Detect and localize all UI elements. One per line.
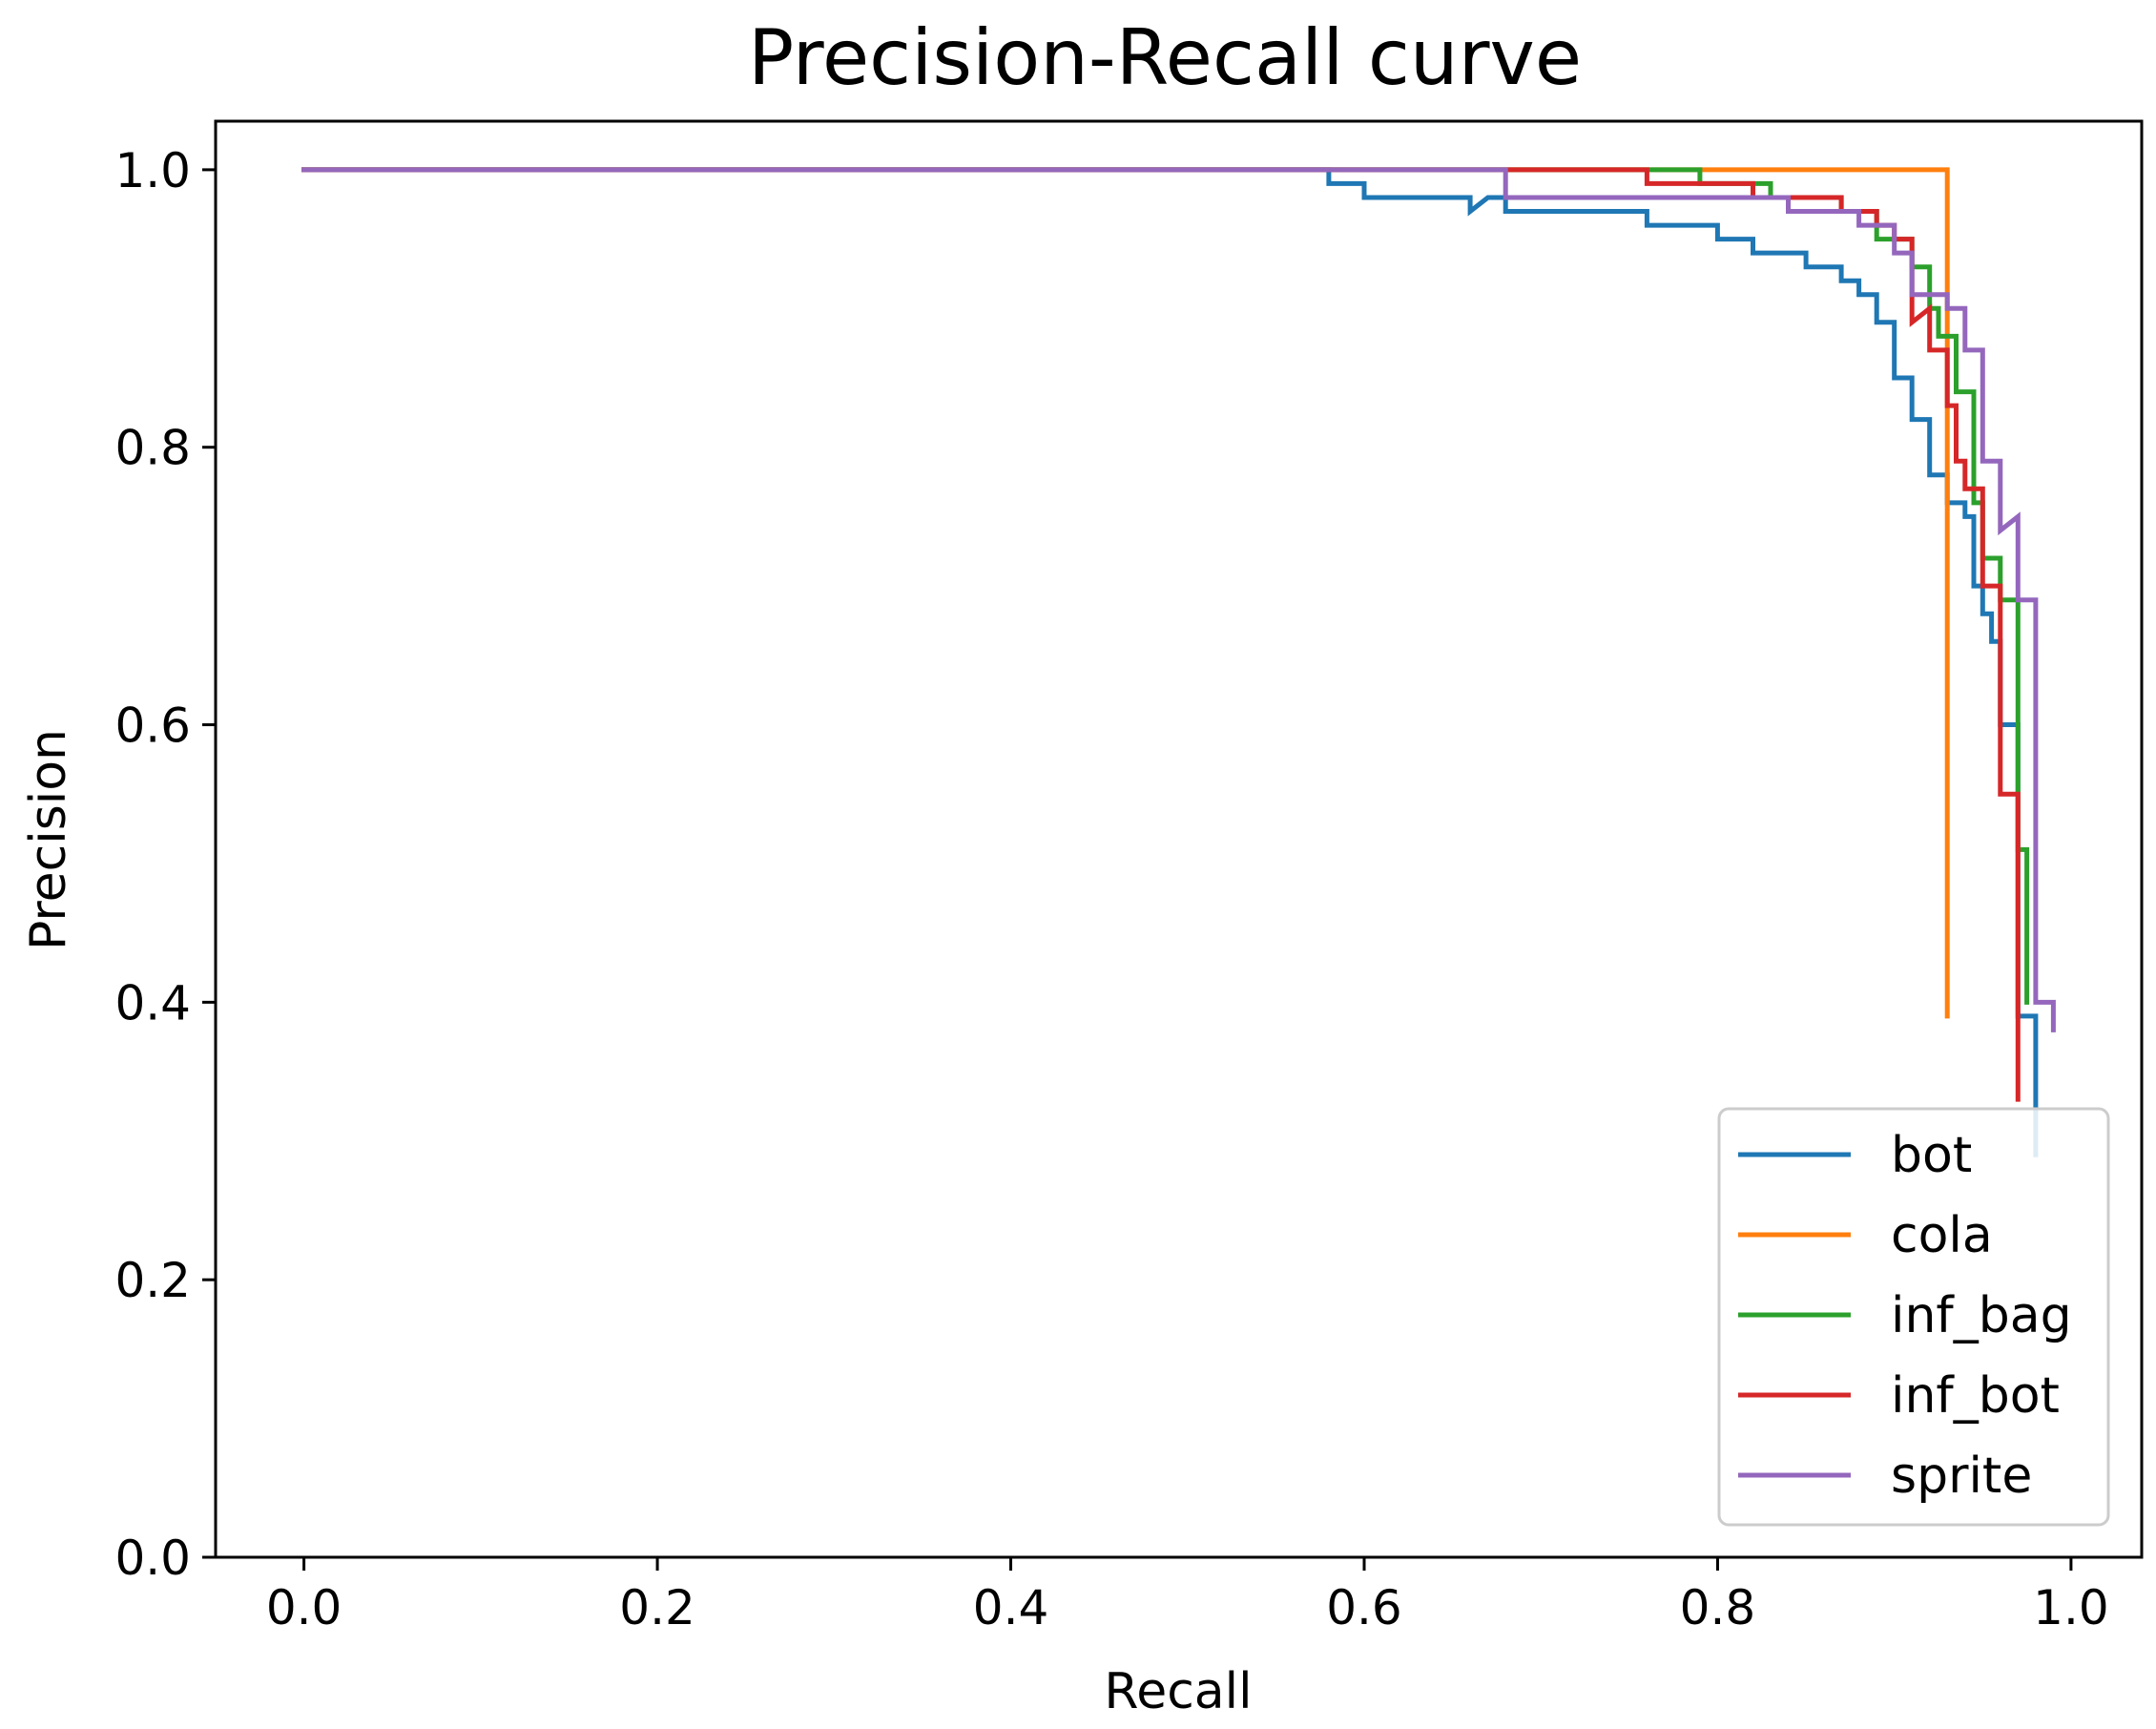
x-tick-label: 1.0: [2033, 1580, 2109, 1635]
series-line-bot: [301, 167, 2039, 1157]
y-tick-label: 0.8: [114, 421, 191, 476]
x-axis-label: Recall: [1104, 1663, 1252, 1720]
legend-label-bot: bot: [1891, 1127, 1972, 1184]
legend-box: [1717, 1107, 2110, 1527]
y-tick-label: 0.0: [114, 1531, 191, 1586]
series-line-sprite: [301, 167, 2056, 1032]
x-tick-label: 0.0: [266, 1580, 342, 1635]
y-axis-ticks: 0.0 0.2 0.4 0.6 0.8 1.0: [114, 143, 216, 1586]
legend-label-inf-bot: inf_bot: [1891, 1367, 2060, 1425]
series-layer: [301, 167, 2056, 1157]
y-tick-label: 1.0: [114, 143, 191, 198]
x-tick-label: 0.8: [1680, 1580, 1756, 1635]
axes-frame: [214, 119, 2144, 1559]
plot-area: [301, 167, 2056, 1157]
chart-title: Precision-Recall curve: [748, 13, 1582, 102]
legend-label-sprite: sprite: [1891, 1448, 2032, 1505]
y-tick-label: 0.4: [114, 975, 191, 1031]
y-axis-label: Precision: [20, 729, 77, 950]
x-tick-label: 0.4: [973, 1580, 1049, 1635]
legend-label-cola: cola: [1891, 1207, 1993, 1264]
y-tick-label: 0.2: [114, 1253, 191, 1308]
y-tick-label: 0.6: [114, 698, 191, 754]
legend-label-inf-bag: inf_bag: [1891, 1287, 2072, 1344]
x-axis-ticks: 0.0 0.2 0.4 0.6 0.8 1.0: [266, 1557, 2109, 1635]
x-tick-label: 0.2: [619, 1580, 695, 1635]
x-tick-label: 0.6: [1326, 1580, 1402, 1635]
